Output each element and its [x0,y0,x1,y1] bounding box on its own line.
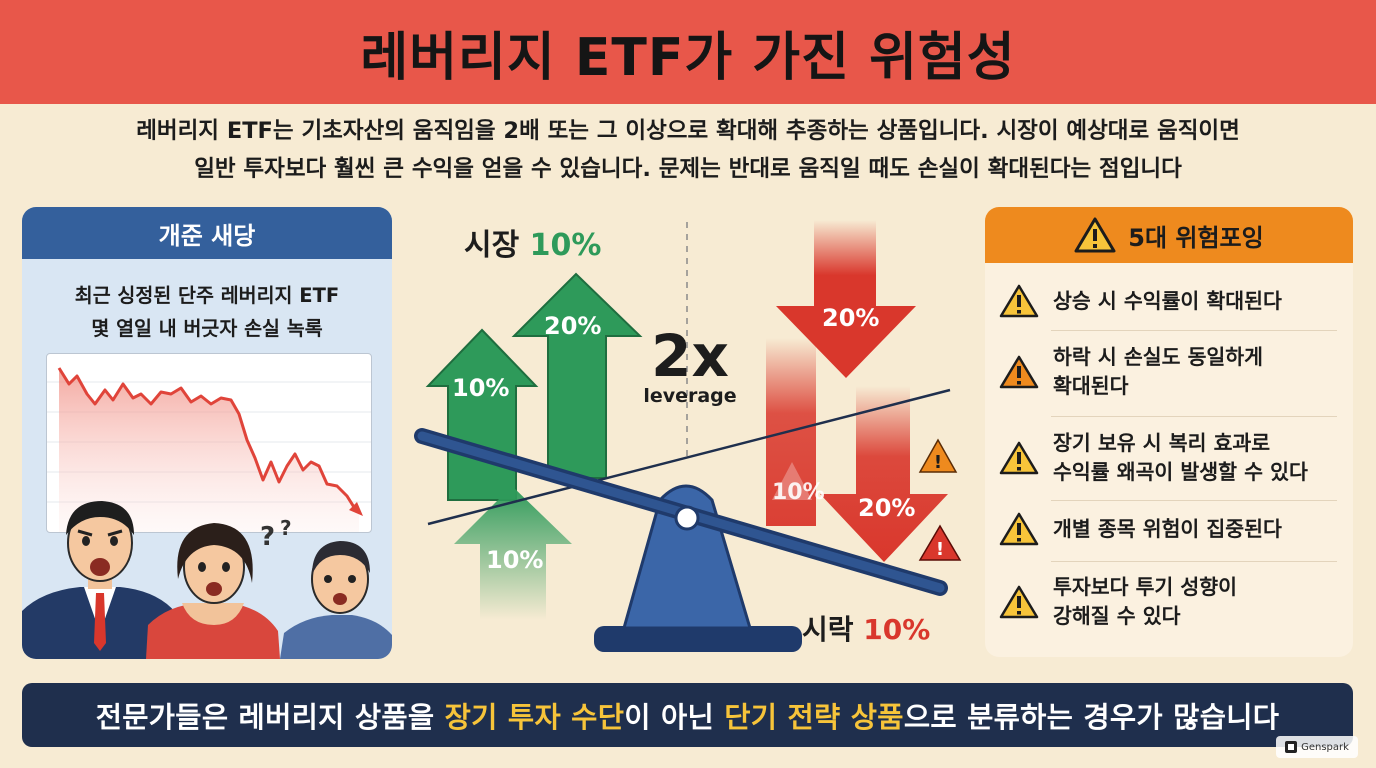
svg-text:?: ? [280,516,292,540]
worried-investors-illustration: ? ? [22,501,392,659]
leverage-illustration: ! ! [414,220,962,652]
seesaw [414,428,948,652]
genspark-badge: Genspark [1276,736,1358,758]
warning-triangles: ! ! [918,438,962,561]
genspark-logo-icon [1285,741,1298,753]
risk-panel-title: 5대 위험포잉 [1128,223,1264,252]
risk-5-line-1: 투자보다 투기 성향이 [1053,575,1238,599]
risk-2-line-1: 하락 시 손실도 동일하게 [1053,345,1264,369]
conclusion-bar: 전문가들은 레버리지 상품을 장기 투자 수단 이 아닌 단기 전략 상품 으로 분… [22,683,1353,747]
arrow-up-bottom-label: 10% [486,546,544,574]
red-down-arrows [766,220,948,562]
warning-icon [999,585,1039,619]
conclusion-part-1: 전문가들은 레버리지 상품을 [95,700,445,734]
arrow-down-top-label: 20% [822,304,880,332]
warning-icon [999,284,1039,318]
intro-line-1: 레버리지 ETF는 기초자산의 움직임을 2배 또는 그 이상으로 확대해 추종… [136,118,1240,144]
risk-item-4: 개별 종목 위험이 집중된다 [999,511,1339,547]
page-title: 레버리지 ETF가 가진 위험성 [360,27,1016,88]
genspark-label: Genspark [1301,741,1349,753]
market-down-label: 시락 10% [802,608,930,648]
risk-item-5: 투자보다 투기 성향이 강해질 수 있다 [999,573,1339,631]
risk-item-3: 장기 보유 시 복리 효과로 수익률 왜곡이 발생할 수 있다 [999,429,1339,487]
risk-panel-header: 5대 위험포잉 [985,207,1353,263]
risk-5-line-2: 강해질 수 있다 [1053,604,1181,628]
conclusion-part-2: 이 아닌 [624,700,725,734]
arrow-up-small-label: 10% [452,374,510,402]
case-text-line-2: 몇 열일 내 버긋자 손실 녹록 [91,317,323,340]
case-panel: 개준 새당 최근 싱정된 단주 레버리지 ETF 몇 열일 내 버긋자 손실 녹… [22,207,392,659]
market-up-prefix: 시장 [464,228,520,263]
conclusion-part-3: 으로 분류하는 경우가 많습니다 [903,700,1280,734]
warning-icon [999,512,1039,546]
market-up-value: 10% [529,228,602,263]
risk-item-1: 상승 시 수익률이 확대된다 [999,283,1339,319]
intro-text: 레버리지 ETF는 기초자산의 움직임을 2배 또는 그 이상으로 확대해 추종… [40,112,1336,188]
green-up-arrows [425,272,643,620]
leverage-multiplier: 2x [651,322,729,390]
svg-text:?: ? [260,522,275,552]
divider [1051,330,1337,331]
warning-icon [999,355,1039,389]
decline-chart-graphic [47,367,371,532]
risk-3-line-2: 수익률 왜곡이 발생할 수 있다 [1053,460,1308,484]
market-down-value: 10% [863,613,931,646]
risk-item-2: 하락 시 손실도 동일하게 확대된다 [999,343,1339,401]
case-panel-title: 개준 새당 [22,207,392,259]
risk-4-line-1: 개별 종목 위험이 집중된다 [1053,516,1282,541]
risk-3-line-1: 장기 보유 시 복리 효과로 [1053,431,1271,455]
leverage-label: 2x leverage [640,326,740,406]
risk-2-line-2: 확대된다 [1053,374,1129,398]
arrow-down-mid-label: 20% [858,494,916,522]
case-text-line-1: 최근 싱정된 단주 레버리지 ETF [74,284,340,307]
svg-text:!: ! [934,452,942,473]
intro-line-2: 일반 투자보다 훨씬 큰 수익을 얻을 수 있습니다. 문제는 반대로 움직일 … [194,156,1182,182]
svg-text:!: ! [936,539,944,560]
leverage-word: leverage [643,385,737,407]
divider [1051,561,1337,562]
divider [1051,500,1337,501]
arrow-up-big-label: 20% [544,312,602,340]
market-up-label: 시장 10% [464,220,601,264]
market-down-prefix: 시락 [802,613,854,646]
divider [1051,416,1337,417]
conclusion-highlight-1: 장기 투자 수단 [444,700,625,734]
risk-panel: 5대 위험포잉 상승 시 수익률이 확대된다 하락 시 손실도 동일하게 확대된… [985,207,1353,657]
risk-1-line-1: 상승 시 수익률이 확대된다 [1053,288,1282,313]
header-banner: 레버리지 ETF가 가진 위험성 [0,0,1376,104]
warning-icon [1074,217,1116,253]
arrow-down-faded-label: 10% [772,480,825,505]
warning-icon [999,441,1039,475]
case-panel-text: 최근 싱정된 단주 레버리지 ETF 몇 열일 내 버긋자 손실 녹록 [32,279,382,345]
conclusion-highlight-2: 단기 전략 상품 [724,700,904,734]
